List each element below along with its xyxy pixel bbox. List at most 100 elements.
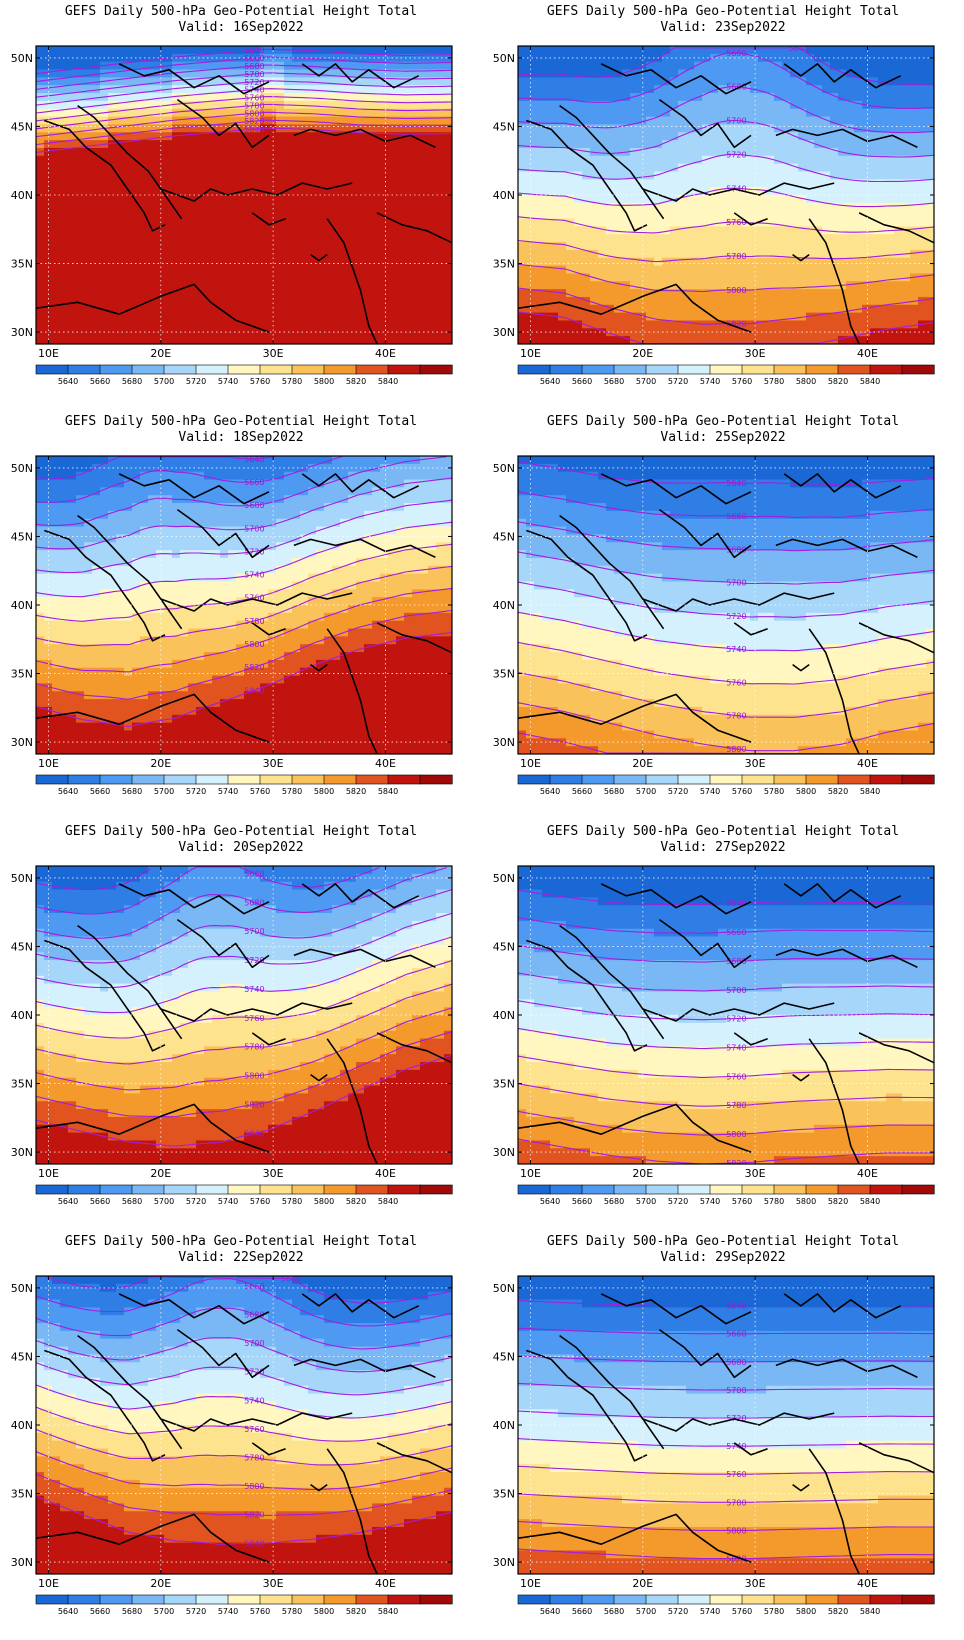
coastline xyxy=(792,253,810,262)
colorbar-swatch xyxy=(387,1184,421,1195)
colorbar-swatch xyxy=(677,774,711,785)
colorbar-swatch xyxy=(67,1184,101,1195)
height-field: 5640 5660 5680 5700 5720 5740 5760 5780 5800 5820 xyxy=(518,1276,934,1574)
coastline xyxy=(293,538,436,559)
colorbar-swatch xyxy=(227,1594,261,1605)
coastline xyxy=(36,1103,270,1153)
coastline xyxy=(77,104,183,220)
lat-tick-label: 40N xyxy=(493,1009,515,1022)
contour-line xyxy=(518,1055,934,1078)
colorbar-swatch xyxy=(99,774,133,785)
colorbar-swatch xyxy=(645,774,679,785)
contour-label: 5820 xyxy=(726,320,746,329)
contour-line xyxy=(518,119,934,158)
colorbar-swatch xyxy=(677,1594,711,1605)
contour-line xyxy=(36,1362,452,1396)
colorbar-swatch xyxy=(741,774,775,785)
coastline xyxy=(642,1002,835,1022)
colorbar-swatch xyxy=(805,1594,839,1605)
contour-line xyxy=(518,1548,934,1560)
lon-tick-label: 20E xyxy=(150,1577,171,1590)
lat-tick-label: 35N xyxy=(11,668,33,681)
colorbar-label: 5840 xyxy=(378,1607,398,1616)
lat-tick-label: 30N xyxy=(11,736,33,749)
contour-label: 5720 xyxy=(726,1015,746,1024)
colorbar-swatch xyxy=(549,774,583,785)
contour-label: 5760 xyxy=(244,1014,264,1023)
contour-line xyxy=(518,702,934,752)
colorbar-swatch xyxy=(869,774,903,785)
colorbar-label: 5820 xyxy=(346,787,366,796)
lat-tick-label: 50N xyxy=(493,1282,515,1295)
contour-line xyxy=(36,960,452,1039)
contour-label: 5780 xyxy=(244,101,264,110)
contour-line xyxy=(518,551,934,585)
colorbar: 5640 5660 5680 5700 5720 5740 5760 5780 5800 5820… xyxy=(35,774,453,796)
coastline xyxy=(559,104,665,220)
colorbar-swatch xyxy=(195,774,229,785)
panel-valid-date: Valid: 20Sep2022 xyxy=(178,840,304,855)
colorbar-swatch xyxy=(419,1184,453,1195)
contour-line xyxy=(518,1382,934,1391)
colorbar-swatch xyxy=(581,364,615,375)
contour-label: 5800 xyxy=(244,109,264,118)
contour-line xyxy=(36,587,452,673)
colorbar-label: 5740 xyxy=(218,787,238,796)
lon-tick-label: 40E xyxy=(857,347,878,360)
contour-label: 5700 xyxy=(244,1339,264,1348)
contour-label: 5680 xyxy=(244,62,264,71)
colorbar-label: 5740 xyxy=(218,1197,238,1206)
contour-label: 5700 xyxy=(726,1386,746,1395)
lat-tick-label: 40N xyxy=(493,189,515,202)
colorbar-label: 5760 xyxy=(250,1607,270,1616)
colorbar-label: 5800 xyxy=(796,787,816,796)
coastline xyxy=(310,1483,328,1492)
map-svg: 5660 5680 5700 5720 5740 5760 5780 5800 5820 5840… xyxy=(11,865,453,1206)
colorbar-label: 5820 xyxy=(828,377,848,386)
contour-line xyxy=(518,1493,934,1503)
colorbar-swatch xyxy=(355,774,389,785)
coastline xyxy=(600,63,752,95)
colorbar-swatch xyxy=(645,364,679,375)
contour-line xyxy=(36,1278,452,1327)
colorbar-label: 5820 xyxy=(346,1607,366,1616)
colorbar-swatch xyxy=(613,774,647,785)
colorbar-swatch xyxy=(163,1594,197,1605)
contour-line xyxy=(36,127,452,153)
contour-label: 5680 xyxy=(726,1358,746,1367)
colorbar: 5640 5660 5680 5700 5720 5740 5760 5780 5800 5820… xyxy=(517,774,935,796)
colorbar-swatch xyxy=(387,1594,421,1605)
lon-tick-label: 10E xyxy=(38,1167,59,1180)
contour-line xyxy=(36,72,452,98)
contour-label: 5640 xyxy=(244,46,264,55)
colorbar-swatch xyxy=(35,1184,69,1195)
coastline xyxy=(310,663,328,672)
lon-tick-label: 30E xyxy=(263,757,284,770)
colorbar-label: 5700 xyxy=(154,1197,174,1206)
colorbar-label: 5700 xyxy=(636,1197,656,1206)
lat-tick-label: 45N xyxy=(493,530,515,543)
colorbar-label: 5740 xyxy=(700,377,720,386)
map-panel: GEFS Daily 500-hPa Geo-Potential Height … xyxy=(482,0,964,410)
coastline xyxy=(176,508,270,559)
contour-label: 5660 xyxy=(726,928,746,937)
coastline xyxy=(808,628,860,754)
lat-tick-label: 50N xyxy=(11,872,33,885)
panel-title: GEFS Daily 500-hPa Geo-Potential Height … xyxy=(546,824,900,839)
colorbar-label: 5760 xyxy=(732,377,752,386)
contour-line xyxy=(518,216,934,234)
coastline xyxy=(310,253,328,262)
colorbar-swatch xyxy=(35,774,69,785)
coastline xyxy=(518,693,752,743)
contour-line xyxy=(518,732,934,754)
lon-tick-label: 40E xyxy=(857,1577,878,1590)
coastline xyxy=(733,1032,768,1046)
contour-label: 5740 xyxy=(726,1044,746,1053)
colorbar-label: 5760 xyxy=(250,1197,270,1206)
contour-line xyxy=(36,912,452,989)
lon-tick-label: 30E xyxy=(263,347,284,360)
lat-tick-label: 40N xyxy=(11,189,33,202)
coastline xyxy=(783,1293,902,1319)
contour-label: 5700 xyxy=(244,927,264,936)
lat-tick-label: 50N xyxy=(11,462,33,475)
